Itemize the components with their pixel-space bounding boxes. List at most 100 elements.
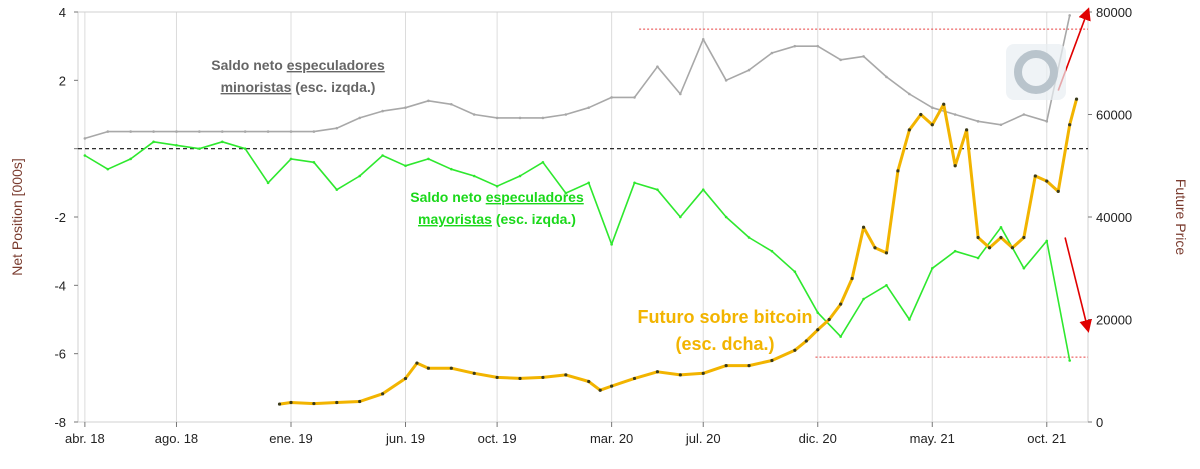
data-point-0	[152, 130, 155, 133]
data-point-2	[1068, 123, 1072, 127]
trend-arrow	[1064, 237, 1092, 333]
data-point-1	[976, 256, 980, 260]
data-point-0	[450, 102, 453, 106]
data-point-2	[449, 366, 453, 370]
x-tick-label: abr. 18	[65, 431, 105, 446]
data-point-0	[770, 51, 774, 55]
data-point-2	[426, 366, 431, 370]
data-point-2	[861, 225, 866, 229]
data-point-1	[427, 157, 430, 161]
data-point-1	[404, 164, 407, 168]
data-point-1	[587, 181, 591, 185]
data-point-2	[1056, 189, 1060, 193]
data-point-2	[999, 235, 1003, 240]
data-point-1	[312, 161, 316, 164]
data-point-0	[358, 116, 362, 120]
annotation-minoristas-line2: minoristas (esc. izqda.)	[221, 79, 376, 95]
data-point-2	[472, 371, 476, 375]
data-point-1	[175, 143, 178, 147]
data-point-2	[942, 102, 946, 106]
data-point-1	[1068, 359, 1071, 362]
data-point-1	[747, 236, 751, 239]
data-point-2	[953, 164, 957, 168]
x-tick-label: ago. 18	[155, 431, 198, 446]
data-point-2	[1010, 246, 1015, 250]
data-point-0	[266, 130, 270, 133]
data-point-1	[724, 215, 728, 219]
data-point-2	[873, 246, 877, 250]
data-point-2	[1074, 97, 1079, 101]
y-axis-title: Net Position [000s]	[9, 158, 25, 276]
data-point-2	[564, 373, 568, 377]
data-point-2	[896, 169, 900, 173]
y2-tick-label: 20000	[1096, 313, 1132, 328]
data-point-2	[884, 251, 889, 255]
data-point-2	[610, 384, 614, 388]
data-point-1	[83, 154, 87, 157]
data-point-2	[335, 400, 339, 405]
data-point-1	[220, 140, 224, 144]
y-tick-label: 4	[59, 5, 66, 20]
annotation-minoristas-line1: Saldo neto especuladores	[211, 57, 385, 73]
data-point-2	[839, 302, 843, 306]
data-point-1	[633, 181, 636, 185]
data-point-0	[312, 130, 316, 133]
series-line-1	[84, 141, 1071, 361]
data-point-2	[919, 112, 923, 117]
data-point-1	[610, 243, 613, 246]
y2-tick-label: 0	[1096, 415, 1103, 430]
data-point-2	[518, 376, 522, 381]
data-point-1	[953, 249, 957, 253]
data-point-1	[243, 147, 247, 150]
data-point-2	[289, 400, 293, 405]
data-point-2	[415, 361, 419, 365]
data-point-2	[827, 317, 831, 322]
data-point-2	[724, 364, 728, 368]
data-point-0	[198, 130, 201, 133]
y2-tick-label: 40000	[1096, 210, 1132, 225]
data-point-0	[610, 96, 613, 99]
y-tick-label: -4	[54, 278, 66, 293]
y2-tick-label: 80000	[1096, 5, 1132, 20]
data-point-0	[1022, 113, 1026, 116]
data-point-2	[793, 348, 797, 352]
data-point-0	[587, 106, 591, 109]
y-tick-label: -6	[54, 347, 66, 362]
data-point-1	[656, 188, 659, 191]
x-tick-label: may. 21	[910, 431, 955, 446]
data-point-1	[701, 188, 705, 191]
watermark-logo-ring	[1014, 50, 1058, 94]
data-point-0	[175, 130, 178, 133]
data-point-0	[381, 109, 384, 113]
data-point-0	[518, 116, 522, 120]
data-point-1	[1045, 239, 1049, 243]
data-point-1	[770, 249, 774, 253]
y2-tick-label: 60000	[1096, 108, 1132, 123]
data-point-2	[1022, 235, 1026, 240]
data-point-1	[266, 181, 270, 185]
data-point-0	[793, 44, 797, 48]
data-point-2	[976, 235, 980, 240]
data-point-1	[335, 188, 339, 191]
data-point-2	[1045, 179, 1049, 183]
series-line-0	[84, 15, 1071, 140]
data-point-1	[541, 161, 545, 164]
data-point-2	[632, 376, 637, 381]
data-point-0	[83, 137, 87, 140]
data-point-0	[953, 113, 957, 116]
data-point-0	[220, 130, 224, 133]
annotation-mayoristas-line2: mayoristas (esc. izqda.)	[418, 211, 576, 227]
data-point-1	[152, 140, 155, 144]
data-point-1	[679, 215, 682, 219]
y2-axis-title: Future Price	[1173, 179, 1189, 255]
data-point-0	[1045, 120, 1049, 123]
data-point-1	[450, 167, 453, 171]
data-point-1	[930, 266, 934, 270]
data-point-0	[129, 130, 132, 133]
data-point-0	[908, 92, 911, 96]
data-point-1	[862, 297, 865, 301]
data-point-2	[587, 379, 591, 384]
x-tick-label: oct. 19	[478, 431, 517, 446]
data-point-0	[289, 130, 293, 133]
data-point-2	[907, 128, 911, 132]
